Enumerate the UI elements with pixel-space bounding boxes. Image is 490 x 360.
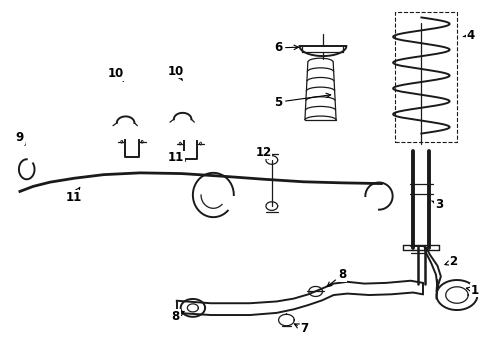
Text: 9: 9 (16, 131, 25, 145)
Text: 8: 8 (327, 268, 346, 287)
Text: 12: 12 (255, 146, 271, 159)
Text: 2: 2 (445, 255, 458, 268)
Text: 8: 8 (172, 310, 184, 323)
Text: 11: 11 (65, 188, 82, 204)
Text: 7: 7 (294, 323, 309, 336)
Text: 5: 5 (274, 93, 331, 109)
Text: 4: 4 (463, 29, 475, 42)
Text: 3: 3 (432, 198, 443, 211)
Text: 6: 6 (274, 41, 298, 54)
Text: 1: 1 (466, 284, 479, 297)
Text: 10: 10 (108, 67, 124, 81)
Text: 11: 11 (168, 151, 185, 165)
Text: 10: 10 (168, 64, 184, 80)
